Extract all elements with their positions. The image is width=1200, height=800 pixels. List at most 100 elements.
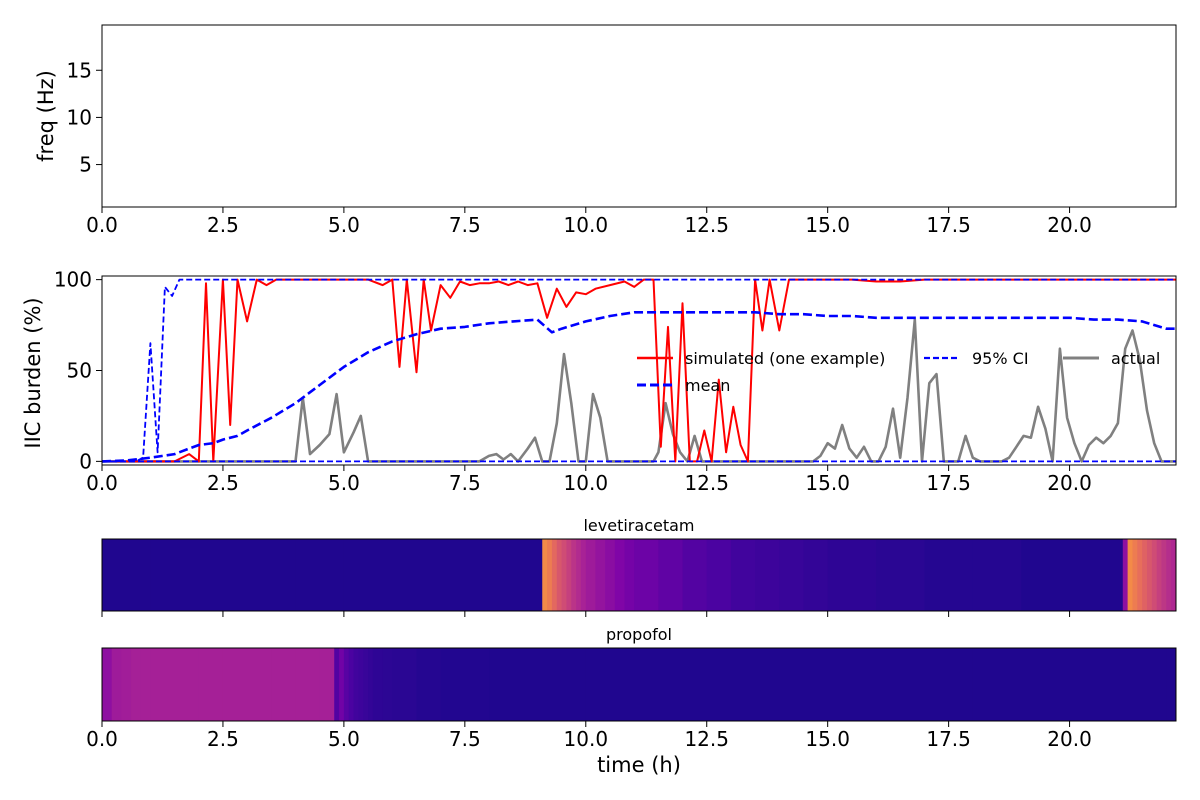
freq-ticks: 0.0 2.5 5.0 7.5 10.0 12.5 15.0 17.5 20.0 5 10 15 <box>67 58 1092 237</box>
heatmap-cell <box>1146 539 1153 611</box>
heatmap-cell <box>605 539 616 611</box>
heatmap-cell <box>382 648 393 721</box>
heatmap-cell <box>1122 539 1129 611</box>
x-tick-label: 10.0 <box>564 727 609 751</box>
heatmap-cell <box>755 539 780 611</box>
x-tick-label: 5.0 <box>328 471 360 495</box>
heatmap-cell <box>1137 539 1143 611</box>
heatmap-cell <box>706 539 732 611</box>
x-tick-label: 7.5 <box>449 471 481 495</box>
heatmap-cell <box>876 539 926 611</box>
heatmap-cell <box>339 648 345 721</box>
heatmap-cell <box>222 648 248 721</box>
propofol-ticks: 0.0 2.5 5.0 7.5 10.0 12.5 15.0 17.5 20.0 <box>86 721 1092 751</box>
heatmap-cell <box>131 648 142 721</box>
heatmap-cell <box>1166 539 1172 611</box>
x-tick-label: 5.0 <box>328 213 360 237</box>
propofol-panel: propofol 0.0 2.5 5.0 7.5 10.0 12.5 15.0 17.5 20.… <box>86 625 1177 777</box>
x-tick-label: 2.5 <box>207 727 239 751</box>
y-tick-label: 0 <box>79 449 92 473</box>
y-tick-label: 100 <box>54 268 92 292</box>
x-tick-label: 17.5 <box>926 213 971 237</box>
heatmap-cell <box>440 539 490 611</box>
freq-ylabel: freq (Hz) <box>34 70 58 162</box>
heatmap-cell <box>924 539 974 611</box>
heatmap-cell <box>730 539 756 611</box>
y-tick-label: 10 <box>67 105 92 129</box>
heatmap-cell <box>198 648 224 721</box>
x-tick-label: 0.0 <box>86 471 118 495</box>
series-line-95 <box>102 278 1176 463</box>
heatmap-cell <box>334 648 340 721</box>
heatmap-cell <box>140 648 151 721</box>
heatmap-cell <box>198 539 248 611</box>
heatmap-cell <box>1132 539 1138 611</box>
heatmap-cell <box>416 648 442 721</box>
x-tick-label: 7.5 <box>449 213 481 237</box>
levetiracetam-cells <box>102 539 1176 611</box>
heatmap-cell <box>1171 539 1176 611</box>
heatmap-cell <box>150 539 200 611</box>
x-tick-label: 20.0 <box>1047 213 1092 237</box>
heatmap-cell <box>803 539 829 611</box>
y-tick-label: 5 <box>79 153 92 177</box>
x-tick-label: 12.5 <box>684 213 729 237</box>
x-tick-label: 15.0 <box>805 213 850 237</box>
heatmap-cell <box>585 648 684 721</box>
heatmap-cell <box>319 648 335 721</box>
heatmap-cell <box>1151 539 1158 611</box>
propofol-cells <box>102 648 1176 721</box>
legend-label: actual <box>1111 349 1160 368</box>
heatmap-cell <box>247 539 297 611</box>
heatmap-cell <box>343 648 350 721</box>
freq-panel: freq (Hz) 0.0 2.5 5.0 7.5 10.0 12.5 15.0 17.5 20… <box>34 24 1177 237</box>
heatmap-cell <box>634 539 659 611</box>
heatmap-cell <box>1117 539 1124 611</box>
heatmap-cell <box>247 648 272 721</box>
heatmap-cell <box>547 539 553 611</box>
legend-label: mean <box>685 376 730 395</box>
x-tick-label: 0.0 <box>86 727 118 751</box>
x-tick-label: 7.5 <box>449 727 481 751</box>
heatmap-cell <box>363 648 369 721</box>
heatmap-cell <box>624 539 635 611</box>
heatmap-cell <box>358 648 364 721</box>
heatmap-cell <box>111 648 122 721</box>
burden-panel: IIC burden (%) 0.0 2.5 5.0 7.5 10.0 12.5 15.0 1… <box>21 268 1177 495</box>
heatmap-cell <box>150 648 176 721</box>
series-line-mean <box>102 310 1176 463</box>
legend-label: 95% CI <box>972 349 1029 368</box>
heatmap-cell <box>1021 539 1071 611</box>
x-tick-label: 2.5 <box>207 213 239 237</box>
heatmap-cell <box>551 539 558 611</box>
heatmap-cell <box>392 648 418 721</box>
propofol-xlabel: time (h) <box>597 753 681 777</box>
heatmap-cell <box>1166 648 1176 721</box>
heatmap-cell <box>561 539 568 611</box>
heatmap-cell <box>779 539 805 611</box>
series-line-actual <box>102 318 1176 463</box>
heatmap-cell <box>102 539 151 611</box>
x-tick-label: 20.0 <box>1047 471 1092 495</box>
heatmap-cell <box>343 539 393 611</box>
heatmap-cell <box>489 648 539 721</box>
legend-label: simulated (one example) <box>685 349 885 368</box>
heatmap-cell <box>392 539 442 611</box>
burden-ylabel: IIC burden (%) <box>21 297 45 448</box>
heatmap-cell <box>576 539 582 611</box>
x-tick-label: 12.5 <box>684 727 729 751</box>
heatmap-cell <box>876 648 974 721</box>
heatmap-cell <box>489 539 539 611</box>
heatmap-cell <box>1161 539 1167 611</box>
heatmap-cell <box>827 539 877 611</box>
propofol-title: propofol <box>606 625 672 644</box>
heatmap-cell <box>1142 539 1148 611</box>
heatmap-cell <box>1127 539 1134 611</box>
x-tick-label: 15.0 <box>805 727 850 751</box>
burden-axes-frame <box>101 275 1177 466</box>
heatmap-cell <box>372 648 384 721</box>
heatmap-cell <box>972 539 1022 611</box>
propofol-frame <box>101 647 1177 722</box>
heatmap-cell <box>571 539 577 611</box>
